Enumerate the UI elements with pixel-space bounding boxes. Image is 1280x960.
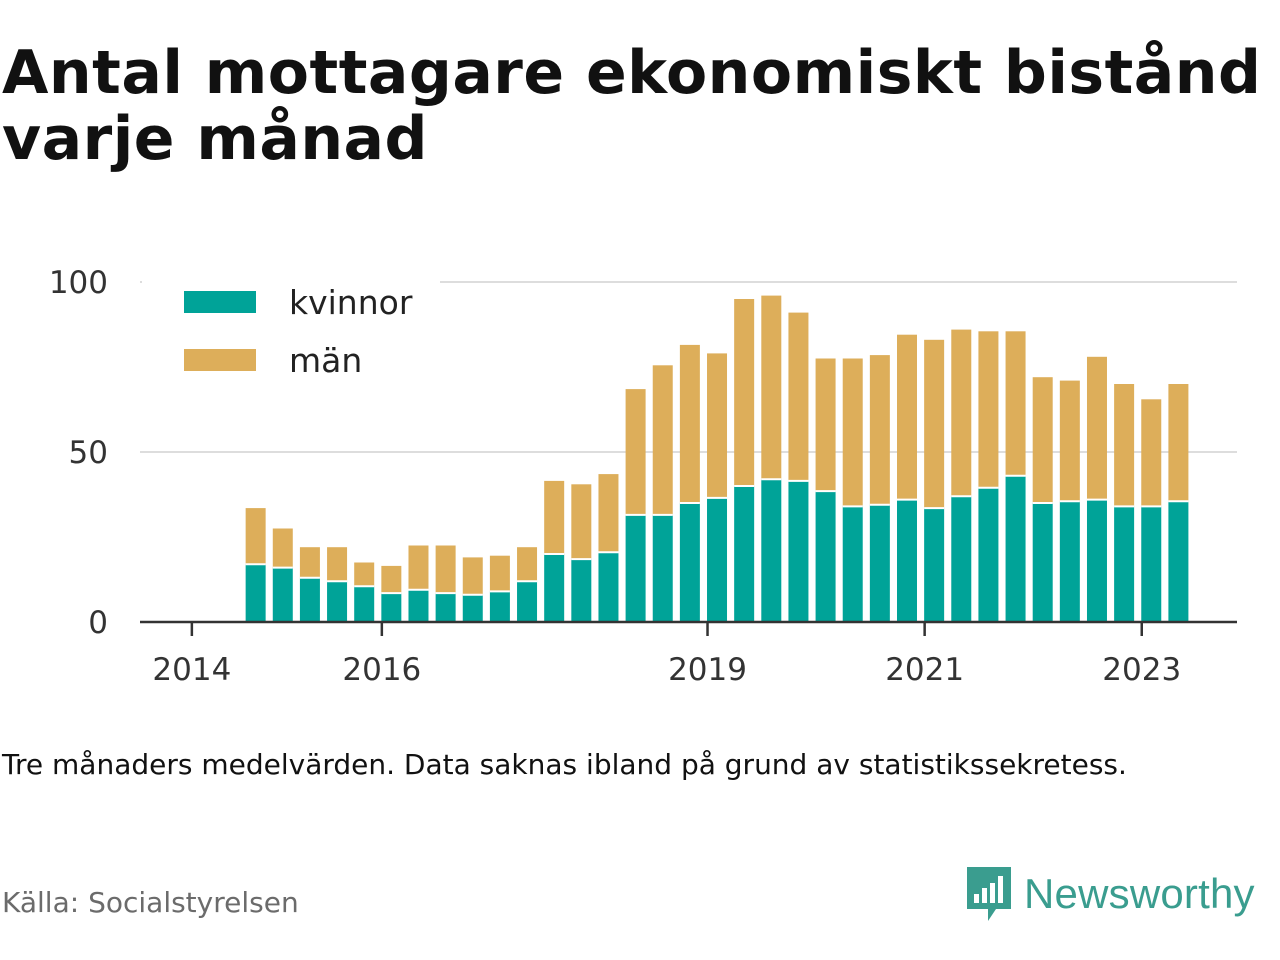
bar-man-33 [1114,384,1135,507]
bar-kvinnor-26 [924,508,945,622]
bar-man-4 [327,547,348,582]
stacked-bar-chart: 0 50 100 2014 2016 2019 2021 2023 kvinnor män [49,265,1237,688]
y-tick-label-50: 50 [69,435,108,471]
bar-man-22 [815,358,836,492]
bar-man-21 [788,312,809,481]
bar-kvinnor-18 [707,497,728,622]
legend-swatch-kvinnor [184,291,256,313]
bar-man-28 [978,331,999,488]
bar-man-5 [354,562,375,587]
bar-man-9 [462,557,483,595]
bar-man-14 [598,474,619,553]
source-text: Källa: Socialstyrelsen [2,886,299,919]
bar-kvinnor-24 [869,504,890,622]
y-tick-label-100: 100 [49,265,108,301]
bar-man-29 [1005,331,1026,476]
x-tick-label-2014: 2014 [152,652,231,688]
legend-label-man: män [289,341,362,380]
bar-kvinnor-6 [381,593,402,622]
bar-kvinnor-13 [571,559,592,622]
bar-kvinnor-16 [652,514,673,622]
bar-man-24 [869,355,890,505]
chart-note: Tre månaders medelvärden. Data saknas ib… [2,748,1127,781]
bar-man-2 [272,528,293,568]
brand-name: Newsworthy [1024,870,1255,917]
bar-man-20 [761,295,782,480]
bar-kvinnor-7 [408,589,429,622]
bar-kvinnor-20 [761,479,782,622]
bar-kvinnor-11 [517,581,538,622]
bar-man-26 [924,339,945,509]
bar-kvinnor-5 [354,586,375,622]
bar-kvinnor-15 [625,514,646,622]
bar-kvinnor-22 [815,491,836,622]
chart-title: Antal mottagare ekonomiskt bistånd varje… [2,38,1262,174]
bar-man-25 [897,334,917,500]
bar-man-13 [571,484,592,560]
x-tick-label-2016: 2016 [342,652,421,688]
bar-man-12 [544,480,565,554]
bar-kvinnor-27 [951,496,972,622]
bar-man-6 [381,565,402,594]
bar-kvinnor-28 [978,487,999,622]
y-tick-label-0: 0 [88,605,108,641]
bar-man-17 [679,344,700,503]
bar-kvinnor-32 [1086,499,1107,622]
newsworthy-logo: Newsworthy [964,862,1255,926]
bar-man-7 [408,545,429,590]
bar-kvinnor-2 [272,567,293,622]
bar-man-23 [842,358,863,507]
bar-man-16 [652,365,673,515]
bar-kvinnor-8 [435,593,456,622]
newsworthy-chart-bubble-icon [967,867,1011,921]
bar-man-19 [734,299,755,486]
bar-man-30 [1032,377,1053,503]
bar-kvinnor-19 [734,486,755,622]
bar-kvinnor-4 [327,581,348,622]
bar-man-34 [1141,399,1162,507]
bar-kvinnor-21 [788,480,809,622]
bar-kvinnor-9 [462,594,483,622]
bars [245,295,1189,622]
bar-kvinnor-1 [245,564,266,622]
bar-man-15 [625,389,646,515]
bar-man-35 [1168,384,1189,502]
bar-kvinnor-10 [489,591,510,622]
x-tick-label-2023: 2023 [1102,652,1181,688]
bar-man-32 [1086,356,1107,500]
bar-kvinnor-17 [679,503,700,622]
bar-kvinnor-34 [1141,506,1162,622]
bar-kvinnor-14 [598,552,619,622]
legend-swatch-man [184,349,256,371]
bar-man-10 [489,555,510,592]
x-tick-label-2019: 2019 [668,652,747,688]
bar-man-18 [707,353,728,498]
axes: 0 50 100 2014 2016 2019 2021 2023 [49,265,1237,688]
bar-kvinnor-30 [1032,503,1053,622]
bar-man-27 [951,329,972,497]
bar-man-31 [1059,380,1080,502]
bar-kvinnor-3 [299,577,320,622]
bar-kvinnor-31 [1059,501,1080,622]
legend: kvinnor män [142,272,440,390]
legend-label-kvinnor: kvinnor [289,283,413,322]
bar-kvinnor-23 [842,506,863,622]
bar-kvinnor-35 [1168,501,1189,622]
bar-kvinnor-25 [897,499,917,622]
bar-kvinnor-29 [1005,475,1026,622]
bar-kvinnor-12 [544,554,565,622]
bar-man-3 [299,547,320,578]
bar-man-8 [435,545,456,594]
bar-kvinnor-33 [1114,506,1135,622]
bar-man-1 [245,508,266,565]
bar-man-11 [517,547,538,582]
x-tick-label-2021: 2021 [885,652,964,688]
